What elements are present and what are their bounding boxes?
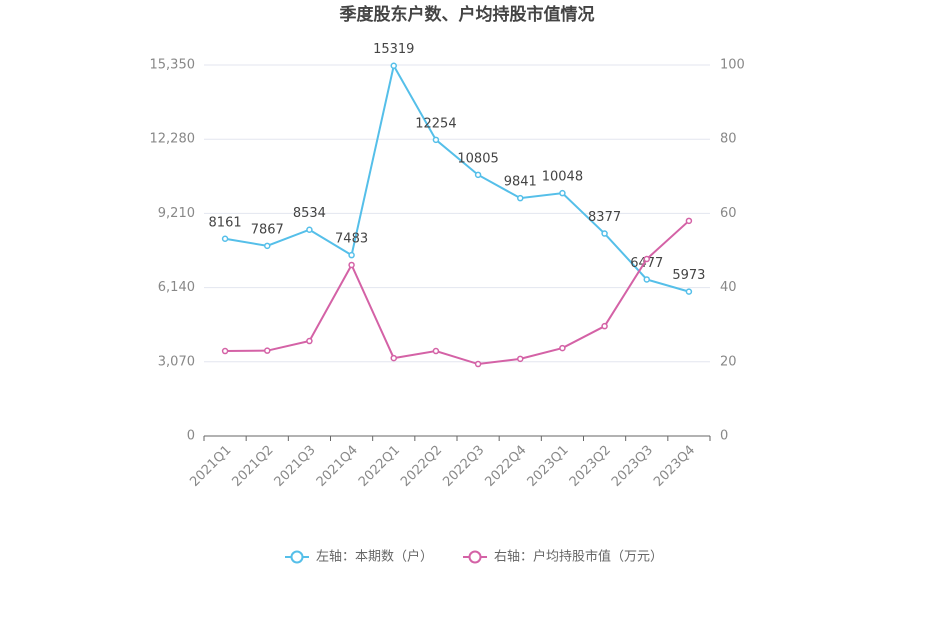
y2-tick-label: 0 — [720, 429, 728, 444]
y-tick-label: 12,280 — [150, 132, 196, 147]
point — [517, 355, 524, 363]
data-label: 10805 — [457, 151, 498, 166]
y-tick-label: 15,350 — [150, 58, 196, 73]
point — [685, 288, 693, 295]
y-tick-label: 6,140 — [158, 280, 195, 295]
point — [517, 194, 524, 202]
point — [474, 360, 482, 368]
chart-title: 季度股东户数、户均持股市值情况 — [340, 4, 595, 25]
point — [559, 189, 566, 197]
x-tick-label: 2023Q4 — [651, 443, 698, 490]
legend-marker — [468, 550, 482, 564]
point — [348, 261, 355, 269]
point — [221, 235, 229, 243]
x-tick-label: 2022Q3 — [440, 443, 487, 490]
x-tick-label: 2023Q1 — [525, 443, 572, 490]
point — [221, 347, 229, 355]
y2-tick-label: 80 — [720, 132, 737, 147]
y-tick-label: 9,210 — [158, 206, 195, 221]
point — [601, 322, 608, 330]
point — [474, 171, 482, 179]
legend-label: 右轴：户均持股市值（万元） — [494, 549, 663, 565]
point — [264, 242, 271, 250]
y2-tick-label: 40 — [720, 280, 737, 295]
x-tick-label: 2022Q4 — [482, 443, 529, 490]
point — [432, 136, 440, 144]
y2-tick-label: 100 — [720, 58, 745, 73]
data-label: 12254 — [415, 116, 456, 131]
point — [559, 344, 566, 352]
y2-tick-label: 60 — [720, 206, 737, 221]
point — [601, 230, 608, 237]
legend-marker — [290, 550, 304, 564]
x-tick-label: 2021Q1 — [187, 443, 234, 490]
data-label: 8161 — [209, 215, 242, 230]
data-label: 7867 — [251, 222, 284, 237]
point — [390, 354, 397, 362]
x-tick-label: 2021Q4 — [314, 443, 361, 490]
data-label: 6477 — [630, 256, 663, 271]
data-label: 10048 — [542, 170, 583, 185]
data-label: 8377 — [588, 210, 621, 225]
point — [264, 347, 271, 354]
data-label: 15319 — [373, 42, 414, 57]
x-tick-label: 2021Q2 — [229, 443, 276, 490]
point — [685, 217, 693, 225]
data-label: 9841 — [504, 175, 537, 190]
x-tick-label: 2022Q2 — [398, 443, 445, 490]
y-tick-label: 0 — [187, 429, 195, 444]
series-line — [224, 63, 690, 293]
y2-tick-label: 20 — [720, 354, 737, 369]
point — [306, 226, 313, 233]
point — [432, 347, 440, 355]
point — [348, 251, 355, 259]
x-tick-label: 2023Q2 — [567, 443, 614, 490]
point — [390, 62, 397, 69]
x-tick-label: 2022Q1 — [356, 443, 403, 490]
y-tick-label: 3,070 — [158, 354, 195, 369]
data-label: 8534 — [293, 206, 326, 221]
point — [643, 255, 650, 263]
x-tick-label: 2021Q3 — [272, 443, 319, 490]
series-line — [225, 220, 690, 366]
data-label: 5973 — [672, 268, 705, 283]
legend-label: 左轴：本期数（户） — [316, 549, 433, 565]
x-tick-label: 2023Q3 — [609, 443, 656, 490]
point — [643, 276, 650, 283]
data-label: 7483 — [335, 232, 368, 247]
point — [306, 337, 313, 345]
